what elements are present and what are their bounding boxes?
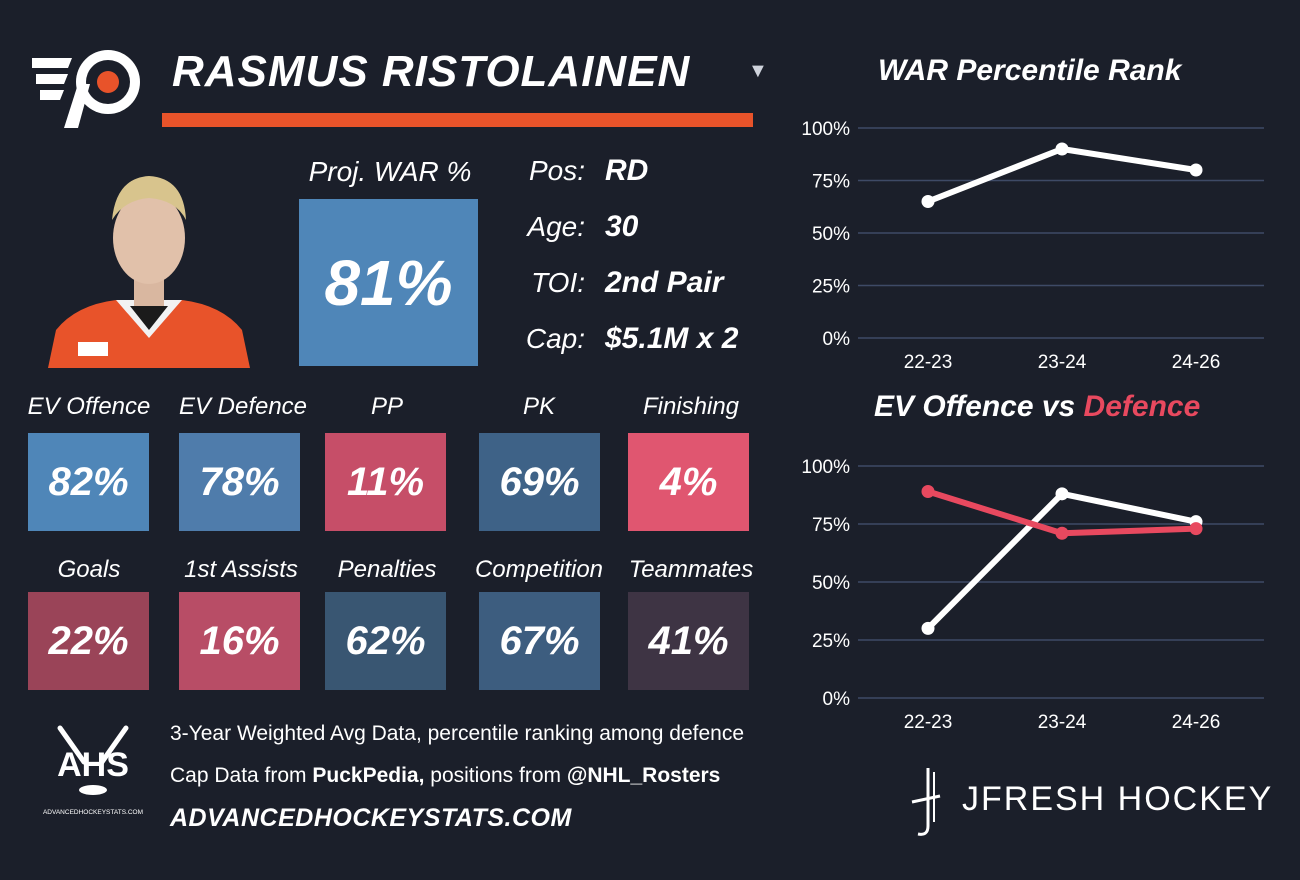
footer-note-2-mid: positions from	[424, 764, 567, 787]
war-percentile-chart: 100% 75% 50% 25% 0% 22-23 23-24 24-26	[801, 119, 1264, 373]
ev-offence-label: EV Offence	[27, 393, 151, 420]
competition-tile: 67%	[479, 592, 600, 690]
website-url[interactable]: ADVANCEDHOCKEYSTATS.COM	[170, 804, 572, 832]
x-tick-label: 22-23	[904, 712, 953, 733]
ev-offence-defence-chart: 100% 75% 50% 25% 0% 22-23 23-24 24-26	[801, 457, 1264, 733]
data-point	[1055, 487, 1069, 501]
x-tick-label: 22-23	[904, 352, 953, 373]
caret-down-icon[interactable]: ▼	[748, 60, 768, 82]
y-tick-label: 25%	[812, 631, 850, 652]
pp-tile: 11%	[325, 433, 446, 531]
teammates-label: Teammates	[628, 556, 754, 583]
ev-chart-title-part2: Defence	[1083, 390, 1201, 423]
x-tick-label: 23-24	[1038, 352, 1087, 373]
toi-label: TOI:	[531, 267, 585, 298]
ahs-logo-text: AHS	[57, 746, 129, 784]
proj-war-label: Proj. WAR %	[308, 156, 472, 187]
first-assists-label: 1st Assists	[184, 556, 298, 583]
series-line	[926, 146, 1197, 205]
y-tick-label: 0%	[823, 329, 851, 350]
toi-value: 2nd Pair	[605, 266, 724, 299]
y-tick-label: 50%	[812, 224, 850, 245]
y-tick-label: 100%	[801, 457, 850, 478]
goals-label: Goals	[57, 556, 121, 583]
data-point	[921, 621, 935, 635]
data-point	[921, 195, 935, 208]
cap-label: Cap:	[525, 323, 585, 354]
goals-tile: 22%	[28, 592, 149, 690]
x-tick-label: 23-24	[1038, 712, 1087, 733]
pos-value: RD	[605, 154, 649, 187]
data-point	[1189, 163, 1203, 177]
series-line	[925, 490, 1197, 631]
team-logo	[28, 44, 146, 130]
competition-label: Competition	[474, 556, 604, 583]
pp-label: PP	[370, 393, 403, 420]
puckpedia-link[interactable]: PuckPedia,	[312, 764, 425, 787]
y-tick-label: 75%	[812, 172, 850, 193]
y-tick-label: 75%	[812, 515, 850, 536]
pos-label: Pos:	[528, 155, 585, 186]
data-point	[1055, 526, 1069, 540]
first-assists-tile: 16%	[179, 592, 300, 690]
ev-chart-title: EV Offence vs Defence	[874, 390, 1200, 424]
ahs-logo: AHS ADVANCEDHOCKEYSTATS.COM	[40, 722, 146, 822]
name-underline	[162, 113, 753, 127]
nhl-rosters-link[interactable]: @NHL_Rosters	[566, 764, 721, 787]
war-chart-title: WAR Percentile Rank	[878, 54, 1182, 87]
finishing-tile: 4%	[628, 433, 749, 531]
ev-chart-title-part1: EV Offence vs	[874, 390, 1084, 423]
pk-tile: 69%	[479, 433, 600, 531]
footer-note-2-pre: Cap Data from	[170, 764, 313, 787]
teammates-tile: 41%	[628, 592, 749, 690]
jfresh-hockey-brand: JFRESH HOCKEY	[962, 780, 1274, 818]
data-point	[1189, 522, 1203, 536]
ahs-logo-subtext: ADVANCEDHOCKEYSTATS.COM	[43, 809, 143, 816]
pk-label: PK	[522, 393, 555, 420]
jfresh-logo-icon	[906, 766, 946, 838]
age-label: Age:	[527, 211, 585, 242]
x-tick-label: 24-26	[1172, 352, 1221, 373]
finishing-label: Finishing	[642, 393, 740, 420]
ev-defence-label: EV Defence	[178, 393, 308, 420]
y-tick-label: 0%	[823, 689, 851, 710]
player-headshot	[46, 160, 252, 368]
footer-note-1: 3-Year Weighted Avg Data, percentile ran…	[170, 722, 744, 745]
cap-value: $5.1M x 2	[605, 322, 739, 355]
penalties-tile: 62%	[325, 592, 446, 690]
age-value: 30	[605, 210, 639, 243]
y-tick-label: 50%	[812, 573, 850, 594]
data-point	[921, 485, 935, 499]
ev-defence-tile: 78%	[179, 433, 300, 531]
penalties-label: Penalties	[337, 556, 437, 583]
data-point	[1055, 142, 1069, 156]
y-tick-label: 100%	[801, 119, 850, 140]
footer-note-2: Cap Data from PuckPedia, positions from …	[170, 764, 720, 788]
player-name: RASMUS RISTOLAINEN	[172, 47, 691, 96]
ev-offence-tile: 82%	[28, 433, 149, 531]
proj-war-value: 81%	[299, 199, 478, 366]
y-tick-label: 25%	[812, 277, 850, 298]
x-tick-label: 24-26	[1172, 712, 1221, 733]
